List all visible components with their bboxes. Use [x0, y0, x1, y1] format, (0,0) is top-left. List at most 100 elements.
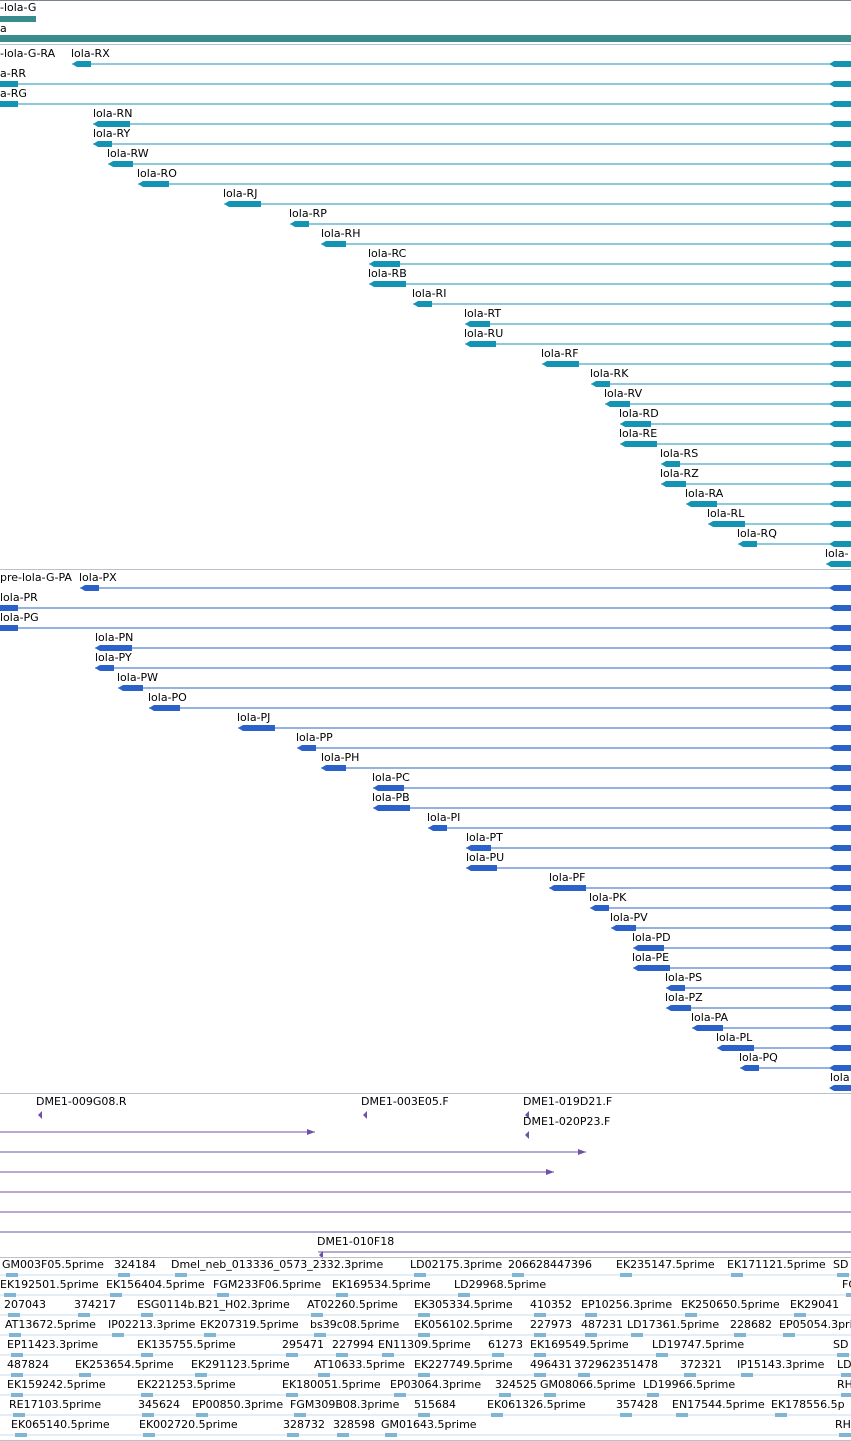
est-label[interactable]: EP00850.3prime: [192, 1398, 284, 1411]
est-label[interactable]: EK291123.5prime: [191, 1358, 290, 1371]
est-label[interactable]: 328732: [283, 1418, 325, 1431]
transcript-label[interactable]: lola-RY: [93, 127, 131, 140]
protein-left-label[interactable]: lola-PR: [0, 591, 38, 604]
transcript-label[interactable]: lola-RX: [71, 47, 110, 60]
est-label[interactable]: 61273: [488, 1338, 523, 1351]
est-label[interactable]: 295471: [282, 1338, 324, 1351]
est-label[interactable]: 207043: [4, 1298, 46, 1311]
est-label[interactable]: SD: [833, 1338, 849, 1351]
est-label[interactable]: EK178556.5p: [771, 1398, 845, 1411]
est-label[interactable]: AT02260.5prime: [307, 1298, 398, 1311]
gene-label-lola-g[interactable]: -lola-G: [0, 1, 37, 14]
est-label[interactable]: 515684: [414, 1398, 456, 1411]
est-label[interactable]: EK250650.5prime: [681, 1298, 780, 1311]
est-label[interactable]: EK180051.5prime: [282, 1378, 381, 1391]
polypeptide-label[interactable]: lola-PD: [632, 931, 671, 944]
est-label[interactable]: AT10633.5prime: [314, 1358, 405, 1371]
est-label[interactable]: 372962351478: [574, 1358, 658, 1371]
est-label[interactable]: 227973: [530, 1318, 572, 1331]
est-label[interactable]: IP02213.3prime: [108, 1318, 196, 1331]
est-label[interactable]: EK169549.5prime: [530, 1338, 629, 1351]
est-label[interactable]: EK171121.5prime: [727, 1258, 826, 1271]
est-label[interactable]: EN11309.5prime: [378, 1338, 471, 1351]
clone-label[interactable]: DME1-010F18: [317, 1235, 395, 1248]
clone-label[interactable]: DME1-003E05.F: [361, 1095, 449, 1108]
transcript-label[interactable]: lola-RW: [107, 147, 149, 160]
est-label[interactable]: EK065140.5prime: [11, 1418, 110, 1431]
polypeptide-label[interactable]: lola-PS: [665, 971, 703, 984]
polypeptide-label[interactable]: lola: [830, 1071, 850, 1084]
est-label[interactable]: GM08066.5prime: [540, 1378, 636, 1391]
est-label[interactable]: EK227749.5prime: [414, 1358, 513, 1371]
polypeptide-label[interactable]: lola-PN: [95, 631, 134, 644]
transcript-label[interactable]: lola-RI: [412, 287, 447, 300]
polypeptide-label[interactable]: lola-PA: [691, 1011, 729, 1024]
transcript-label[interactable]: lola-RT: [464, 307, 502, 320]
polypeptide-label[interactable]: lola-PZ: [665, 991, 703, 1004]
est-label[interactable]: EK192501.5prime: [0, 1278, 99, 1291]
est-label[interactable]: EP10256.3prime: [581, 1298, 673, 1311]
protein-left-label[interactable]: lola-PG: [0, 611, 39, 624]
est-label[interactable]: 227994: [332, 1338, 374, 1351]
est-label[interactable]: EN17544.5prime: [672, 1398, 765, 1411]
polypeptide-label[interactable]: lola-PP: [296, 731, 333, 744]
polypeptide-label[interactable]: lola-PK: [589, 891, 627, 904]
transcript-label[interactable]: lola-RZ: [660, 467, 699, 480]
est-label[interactable]: EP05054.3prime: [779, 1318, 851, 1331]
polypeptide-label[interactable]: lola-PJ: [237, 711, 271, 724]
transcript-label[interactable]: lola-RL: [707, 507, 745, 520]
est-label[interactable]: LD17361.5prime: [627, 1318, 720, 1331]
est-label[interactable]: FGM309B08.3prime: [290, 1398, 400, 1411]
transcript-label[interactable]: lola-RH: [321, 227, 361, 240]
polypeptide-label[interactable]: lola-PO: [148, 691, 187, 704]
polypeptide-label[interactable]: lola-PU: [466, 851, 505, 864]
transcript-label[interactable]: lola-RS: [660, 447, 699, 460]
est-label[interactable]: Dmel_neb_013336_0573_2332.3prime: [171, 1258, 384, 1271]
est-label[interactable]: GM01643.5prime: [381, 1418, 477, 1431]
polypeptide-label[interactable]: lola-PW: [117, 671, 159, 684]
est-label[interactable]: ESG0114b.B21_H02.3prime: [137, 1298, 290, 1311]
transcript-label[interactable]: lola-RJ: [223, 187, 258, 200]
transcript-label[interactable]: lola-RE: [619, 427, 658, 440]
transcript-label[interactable]: lola-RC: [368, 247, 407, 260]
est-label[interactable]: GM003F05.5prime: [2, 1258, 104, 1271]
polypeptide-label[interactable]: lola-PI: [427, 811, 461, 824]
est-label[interactable]: IP15143.3prime: [737, 1358, 825, 1371]
transcript-label[interactable]: lola-RV: [604, 387, 643, 400]
est-label[interactable]: FC: [842, 1278, 851, 1291]
est-label[interactable]: EK235147.5prime: [616, 1258, 715, 1271]
est-label[interactable]: RE17103.5prime: [9, 1398, 102, 1411]
transcript-label[interactable]: lola-RN: [93, 107, 133, 120]
est-label[interactable]: EK169534.5prime: [332, 1278, 431, 1291]
est-label[interactable]: 374217: [74, 1298, 116, 1311]
est-label[interactable]: EK305334.5prime: [414, 1298, 513, 1311]
protein-left-label[interactable]: pre-lola-G-PA: [0, 571, 72, 584]
est-label[interactable]: AT13672.5prime: [5, 1318, 96, 1331]
est-label[interactable]: 410352: [530, 1298, 572, 1311]
est-label[interactable]: EK056102.5prime: [414, 1318, 513, 1331]
est-label[interactable]: 324184: [114, 1258, 156, 1271]
est-label[interactable]: 324525: [495, 1378, 537, 1391]
est-label[interactable]: 345624: [138, 1398, 180, 1411]
rna-left-label[interactable]: -lola-G-RA: [0, 47, 56, 60]
est-label[interactable]: 487231: [581, 1318, 623, 1331]
est-label[interactable]: EK253654.5prime: [75, 1358, 174, 1371]
est-label[interactable]: EP11423.3prime: [7, 1338, 99, 1351]
rna-left-label[interactable]: a-RG: [0, 87, 27, 100]
est-label[interactable]: 328598: [333, 1418, 375, 1431]
est-label[interactable]: FGM233F06.5prime: [213, 1278, 322, 1291]
transcript-label[interactable]: lola-RQ: [737, 527, 777, 540]
transcript-label[interactable]: lola-RK: [590, 367, 629, 380]
est-label[interactable]: EK156404.5prime: [106, 1278, 205, 1291]
est-label[interactable]: 357428: [616, 1398, 658, 1411]
est-label[interactable]: EK135755.5prime: [137, 1338, 236, 1351]
rna-left-label[interactable]: a-RR: [0, 67, 26, 80]
transcript-label[interactable]: lola-RD: [619, 407, 659, 420]
clone-label[interactable]: DME1-009G08.R: [36, 1095, 127, 1108]
polypeptide-label[interactable]: lola-PT: [466, 831, 503, 844]
est-label[interactable]: EP03064.3prime: [390, 1378, 482, 1391]
polypeptide-label[interactable]: lola-PB: [372, 791, 410, 804]
clone-label[interactable]: DME1-019D21.F: [523, 1095, 613, 1108]
transcript-label[interactable]: lola-RA: [685, 487, 724, 500]
est-label[interactable]: 487824: [7, 1358, 49, 1371]
